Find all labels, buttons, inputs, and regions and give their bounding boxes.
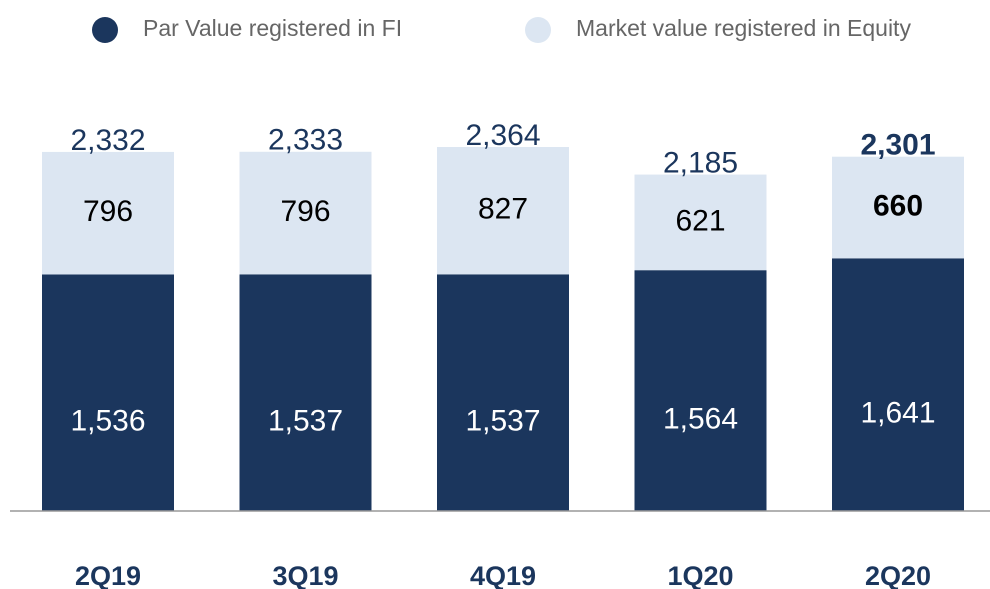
total-label: 2,364	[465, 119, 540, 152]
bar-segment	[42, 274, 174, 511]
data-label: 796	[280, 195, 330, 228]
bar-segment	[239, 151, 372, 275]
total-label: 2,333	[268, 124, 343, 157]
x-tick-label: 3Q19	[272, 561, 338, 589]
bar-segment	[634, 270, 767, 511]
x-tick-label: 4Q19	[470, 561, 536, 589]
total-label: 2,301	[860, 129, 935, 162]
x-tick-label: 2Q20	[865, 561, 931, 589]
bar-segment	[832, 156, 964, 259]
x-tick-label: 1Q20	[667, 561, 733, 589]
data-label: 827	[478, 193, 528, 226]
bar-segment	[437, 274, 569, 511]
bar-segment	[437, 147, 569, 275]
x-tick-label: 2Q19	[75, 561, 141, 589]
bar-segment	[832, 258, 964, 511]
data-label: 1,564	[663, 403, 738, 436]
data-label: 1,536	[70, 405, 145, 438]
data-label: 796	[83, 195, 133, 228]
data-label: 621	[675, 204, 725, 237]
legend-swatch	[525, 17, 551, 43]
bar-segment	[42, 151, 174, 275]
bar-segment	[634, 174, 767, 271]
data-label: 1,537	[268, 405, 343, 438]
legend-swatch	[92, 17, 118, 43]
total-label: 2,185	[663, 146, 738, 179]
bar-segment	[239, 274, 372, 511]
legend-label: Par Value registered in FI	[143, 15, 402, 41]
data-label: 1,641	[860, 397, 935, 430]
data-label: 660	[873, 189, 923, 222]
total-label: 2,332	[70, 124, 145, 157]
data-label: 1,537	[465, 405, 540, 438]
legend-label: Market value registered in Equity	[576, 15, 911, 41]
